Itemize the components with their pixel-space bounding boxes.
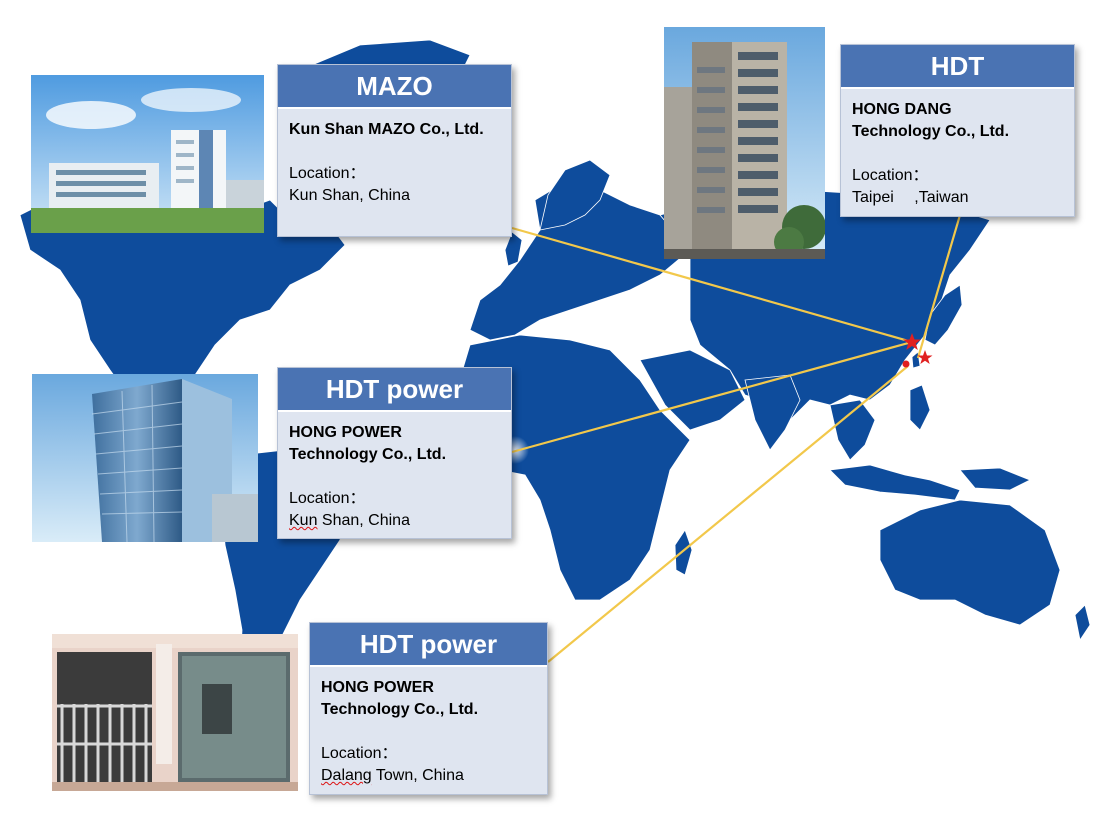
company-name-line2: Technology Co., Ltd.	[852, 123, 1010, 140]
location-label: Location：	[321, 745, 398, 762]
location-value-rest: Shan, China	[317, 512, 410, 529]
japan	[924, 284, 963, 346]
card-title: HDT	[841, 45, 1074, 89]
location-label: Location：	[289, 490, 366, 507]
location-value: Kun Shan, China	[289, 510, 500, 532]
hdt-power-tower-photo	[32, 374, 258, 542]
connector-hdt-power-1	[511, 340, 913, 454]
australia	[879, 499, 1061, 626]
philippines	[909, 384, 931, 431]
card-title: MAZO	[278, 65, 511, 109]
taipei-marker-icon	[917, 350, 933, 364]
kunshan-marker-icon	[903, 333, 921, 350]
hdt-power-dalang-photo	[52, 634, 298, 791]
connector-hdt-power-2	[547, 365, 909, 663]
location-value-prefix: Kun	[289, 512, 318, 529]
company-name-line1: HONG DANG	[852, 101, 952, 118]
connector-hdt	[916, 214, 962, 359]
new-guinea	[959, 467, 1031, 491]
company-name-line1: HONG POWER	[289, 424, 402, 441]
location-value-rest: Town, China	[371, 767, 464, 784]
hdt-power-dalang-info-card: HDT power HONG POWER Technology Co., Ltd…	[309, 622, 548, 795]
company-name-line1: HONG POWER	[321, 679, 434, 696]
scandinavia	[539, 159, 611, 231]
location-label: Location：	[852, 167, 929, 184]
company-name: Kun Shan MAZO Co., Ltd.	[289, 121, 484, 138]
location-value: Dalang Town, China	[321, 765, 536, 787]
hdt-info-card: HDT HONG DANG Technology Co., Ltd. Locat…	[840, 44, 1075, 217]
location-label: Location：	[289, 165, 366, 182]
location-value: Taipei ,Taiwan	[852, 189, 969, 206]
location-value-prefix: Dalang	[321, 767, 372, 784]
new-zealand	[1074, 604, 1091, 642]
location-value: Kun Shan, China	[289, 187, 410, 204]
mazo-factory-photo	[31, 75, 264, 233]
indonesia	[829, 464, 961, 501]
madagascar	[674, 529, 693, 576]
card-title: HDT power	[310, 623, 547, 667]
hdt-building-photo	[664, 27, 825, 259]
company-name-line2: Technology Co., Ltd.	[289, 446, 447, 463]
location-markers	[902, 333, 933, 368]
card-title: HDT power	[278, 368, 511, 412]
connector-glow	[543, 650, 567, 674]
connector-lines	[511, 214, 962, 663]
company-name-line2: Technology Co., Ltd.	[321, 701, 479, 718]
connector-mazo	[511, 226, 913, 344]
dalang-marker-icon	[902, 360, 910, 368]
southeast-asia	[829, 399, 876, 461]
hdt-power-kunshan-info-card: HDT power HONG POWER Technology Co., Ltd…	[277, 367, 512, 539]
mazo-info-card: MAZO Kun Shan MAZO Co., Ltd. Location： K…	[277, 64, 512, 237]
